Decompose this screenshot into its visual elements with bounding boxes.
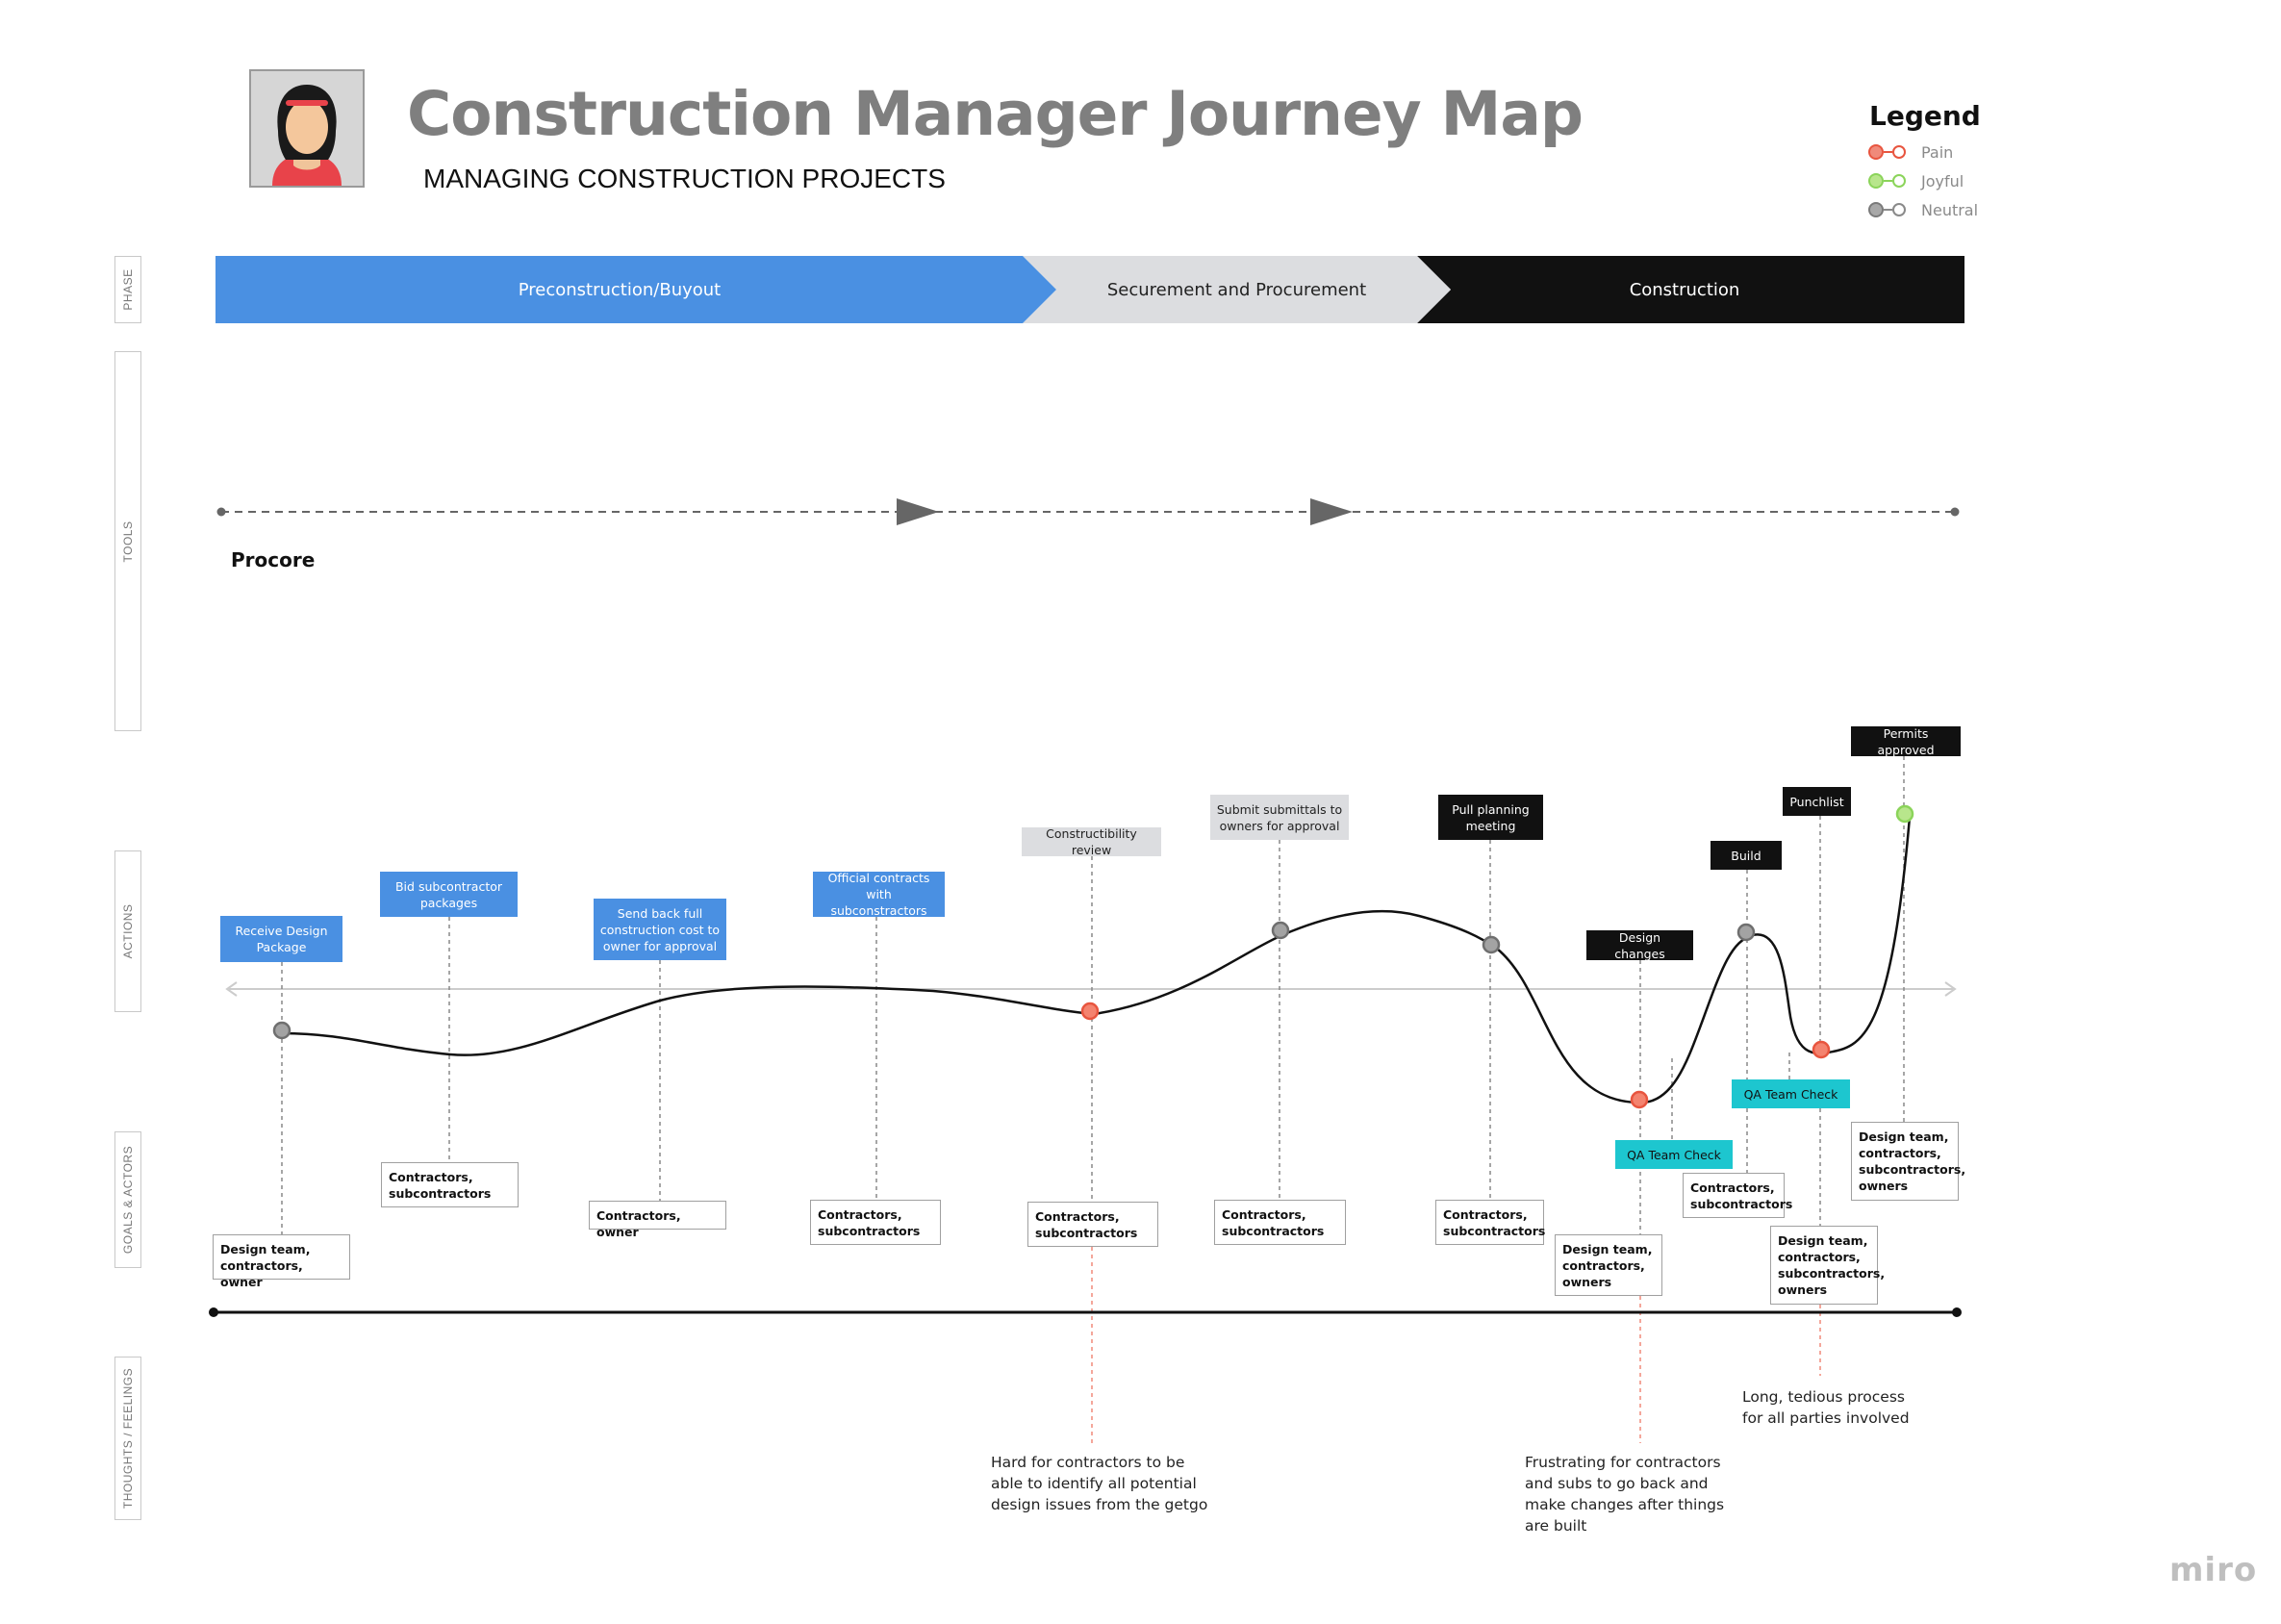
goal-box: Contractors, subcontractors bbox=[1435, 1200, 1545, 1245]
goal-box: Design team, contractors, owners bbox=[1555, 1234, 1662, 1296]
tool-procore: Procore bbox=[231, 548, 316, 571]
row-label-thoughts: THOUGHTS / FEELINGS bbox=[114, 1357, 141, 1520]
emotion-point-neutral[interactable] bbox=[1736, 923, 1756, 942]
emotion-point-pain[interactable] bbox=[1630, 1090, 1649, 1109]
phase-construction[interactable]: Construction bbox=[1629, 279, 1740, 300]
goal-box: Contractors, subcontractors bbox=[810, 1200, 941, 1245]
neutral-ring-icon bbox=[1892, 203, 1906, 216]
goal-box: Contractors, subcontractors bbox=[381, 1162, 519, 1207]
action-pull-planning-meeting[interactable]: Pull planning meeting bbox=[1438, 795, 1543, 840]
legend-label: Neutral bbox=[1921, 200, 1979, 219]
row-label-phase: PHASE bbox=[114, 256, 141, 323]
connector-lines bbox=[281, 756, 1905, 1443]
emotion-point-neutral[interactable] bbox=[1271, 921, 1290, 940]
emotion-point-neutral[interactable] bbox=[1482, 935, 1501, 954]
thought-note: Frustrating for contractors and subs to … bbox=[1525, 1454, 1725, 1535]
goal-box: Contractors, subcontractors bbox=[1214, 1200, 1346, 1245]
action-qa-team-check-1[interactable]: QA Team Check bbox=[1615, 1140, 1733, 1169]
goal-box: Contractors, subcontractors bbox=[1027, 1202, 1158, 1247]
legend-item-neutral: Neutral bbox=[1868, 198, 1978, 221]
page-title: Construction Manager Journey Map bbox=[407, 79, 1584, 149]
emotion-point-pain[interactable] bbox=[1080, 1002, 1100, 1021]
action-qa-team-check-2[interactable]: QA Team Check bbox=[1732, 1079, 1850, 1108]
emotion-point-pain[interactable] bbox=[1812, 1040, 1831, 1059]
legend-label: Joyful bbox=[1921, 171, 1964, 190]
goal-box: Design team, contractors, owner bbox=[213, 1234, 350, 1289]
neutral-dot-icon bbox=[1868, 202, 1884, 217]
action-design-changes[interactable]: Design changes bbox=[1586, 930, 1693, 961]
legend-item-joyful: Joyful bbox=[1868, 169, 1964, 192]
tools-arrow-icon bbox=[1310, 498, 1353, 525]
thought-note: Hard for contractors to be able to ident… bbox=[991, 1454, 1208, 1513]
joyful-ring-icon bbox=[1892, 174, 1906, 188]
row-label-actions: ACTIONS bbox=[114, 850, 141, 1012]
action-official-contracts[interactable]: Official contracts with subconstractors bbox=[813, 871, 945, 918]
goal-box: Contractors, subcontractors bbox=[1683, 1173, 1792, 1218]
action-receive-design-package[interactable]: Receive Design Package bbox=[220, 916, 342, 962]
phase-shape-securement bbox=[1023, 256, 1451, 323]
emotion-points bbox=[272, 804, 1914, 1109]
persona-avatar bbox=[249, 69, 365, 188]
goal-box: Design team, contractors, subcontractors… bbox=[1851, 1122, 1965, 1201]
emotion-baseline bbox=[225, 981, 1957, 997]
pain-dot-icon bbox=[1868, 144, 1884, 160]
action-punchlist[interactable]: Punchlist bbox=[1783, 787, 1851, 816]
tools-arrow-icon bbox=[897, 498, 939, 525]
goal-box: Design team, contractors, subcontractors… bbox=[1770, 1226, 1885, 1305]
phase-securement[interactable]: Securement and Procurement bbox=[1106, 279, 1367, 300]
emotion-point-joyful[interactable] bbox=[1895, 804, 1914, 824]
action-permits-approved[interactable]: Permits approved bbox=[1851, 726, 1961, 757]
action-constructibility-review[interactable]: Constructibility review bbox=[1022, 826, 1161, 857]
phase-shape-preconstruction bbox=[215, 256, 1056, 323]
action-send-back-cost[interactable]: Send back full construction cost to owne… bbox=[594, 899, 726, 960]
legend-title: Legend bbox=[1869, 100, 1981, 132]
legend-item-pain: Pain bbox=[1868, 140, 1953, 164]
persona-avatar-icon bbox=[251, 71, 363, 186]
goal-box: Contractors, owner bbox=[589, 1201, 726, 1239]
emotion-curve bbox=[281, 816, 1912, 1104]
joyful-dot-icon bbox=[1868, 173, 1884, 189]
row-label-tools: TOOLS bbox=[114, 351, 141, 731]
phase-band bbox=[215, 256, 1964, 323]
tools-timeline bbox=[216, 498, 1960, 525]
thought-note: Long, tedious process for all parties in… bbox=[1742, 1388, 1910, 1427]
emotion-point-neutral[interactable] bbox=[272, 1021, 291, 1040]
row-label-goals: GOALS & ACTORS bbox=[114, 1131, 141, 1268]
phase-preconstruction[interactable]: Preconstruction/Buyout bbox=[518, 279, 722, 300]
phase-shape-construction bbox=[1417, 256, 1964, 323]
action-bid-subcontractor-packages[interactable]: Bid subcontractor packages bbox=[380, 872, 518, 917]
legend-label: Pain bbox=[1921, 142, 1954, 162]
page-subtitle: MANAGING CONSTRUCTION PROJECTS bbox=[423, 164, 946, 193]
action-submit-submittals[interactable]: Submit submittals to owners for approval bbox=[1210, 795, 1349, 840]
main-axis bbox=[209, 1307, 1962, 1317]
miro-watermark: miro bbox=[2169, 1551, 2258, 1589]
action-build[interactable]: Build bbox=[1711, 841, 1782, 870]
pain-ring-icon bbox=[1892, 145, 1906, 159]
